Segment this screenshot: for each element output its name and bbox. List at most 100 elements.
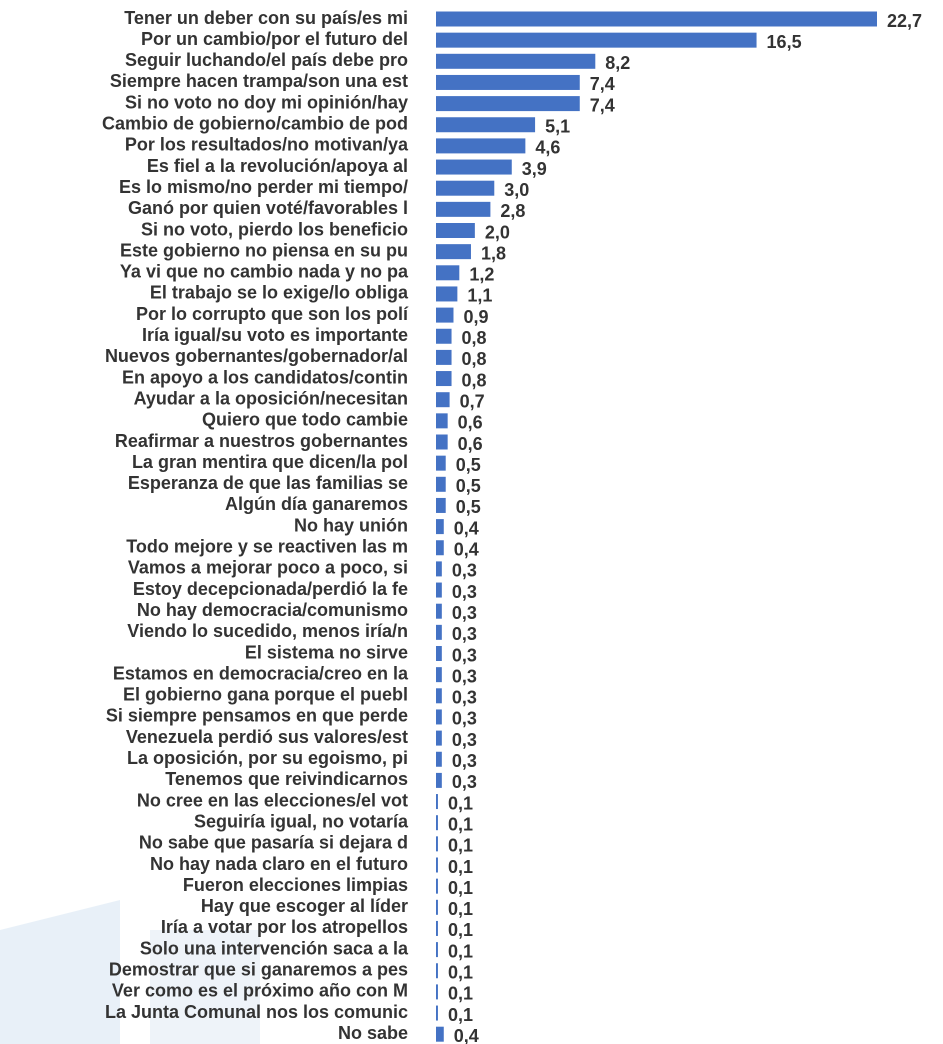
value-label: 0,1 [448,963,473,983]
bar [436,244,471,260]
value-label: 7,4 [590,74,615,94]
category-label: Seguir luchando/el país debe pro [125,50,408,70]
value-label: 0,9 [463,307,488,327]
value-label: 0,1 [448,899,473,919]
bar [436,730,442,746]
category-label: El sistema no sirve [245,642,408,662]
category-label: No hay democracia/comunismo [137,600,408,620]
category-label: Nuevos gobernantes/gobernador/al [105,346,408,366]
value-label: 0,1 [448,836,473,856]
category-label: Fueron elecciones limpias [183,875,408,895]
bar [436,455,446,471]
category-label: El trabajo se lo exige/lo obliga [150,283,409,303]
category-label: Ayudar a la oposición/necesitan [134,388,408,408]
bar [436,540,444,556]
category-label: Viendo lo sucedido, menos iría/n [127,621,408,641]
value-label: 0,3 [452,582,477,602]
bar [436,1026,444,1042]
bar [436,32,757,48]
category-label: Cambio de gobierno/cambio de pod [102,114,408,134]
value-label: 0,8 [462,328,487,348]
bar [436,497,446,513]
value-label: 0,8 [462,349,487,369]
category-label: Si no voto no doy mi opinión/hay [125,92,408,112]
value-label: 0,6 [458,413,483,433]
bar [436,942,438,958]
value-label: 0,4 [454,1026,479,1044]
value-label: 0,1 [448,857,473,877]
value-label: 2,8 [500,201,525,221]
category-label: Tener un deber con su país/es mi [124,8,408,28]
value-label: 3,9 [522,159,547,179]
category-label: En apoyo a los candidatos/contin [122,367,408,387]
value-label: 0,3 [452,772,477,792]
value-label: 0,7 [460,391,485,411]
category-label: Algún día ganaremos [225,494,408,514]
category-label: Todo mejore y se reactiven las m [126,537,408,557]
category-label: Por lo corrupto que son los polí [136,304,409,324]
value-label: 0,3 [452,751,477,771]
value-label: 0,3 [452,624,477,644]
value-label: 0,5 [456,497,481,517]
value-label: 0,1 [448,941,473,961]
bar [436,794,438,810]
bar [436,519,444,535]
value-label: 1,8 [481,243,506,263]
category-label: Reafirmar a nuestros gobernantes [115,431,408,451]
category-label: Tenemos que reivindicarnos [165,769,408,789]
bar [436,878,438,894]
category-label: Venezuela perdió sus valores/est [126,727,408,747]
category-label: Ya vi que no cambio nada y no pa [120,262,409,282]
category-label: Seguiría igual, no votaría [194,811,409,831]
bar [436,307,454,323]
category-label: Si no voto, pierdo los beneficio [141,219,408,239]
value-label: 8,2 [605,53,630,73]
value-label: 0,6 [458,434,483,454]
category-label: No cree en las elecciones/el vot [137,790,408,810]
bar [436,476,446,492]
bar [436,1005,438,1021]
category-label: Quiero que todo cambie [202,410,408,430]
value-label: 16,5 [767,32,802,52]
category-label: No hay nada claro en el futuro [150,854,408,874]
bar [436,265,460,281]
value-label: 0,4 [454,540,479,560]
category-label: Este gobierno no piensa en su pu [120,240,408,260]
category-label: La gran mentira que dicen/la pol [132,452,408,472]
bar [436,688,442,704]
value-label: 4,6 [535,138,560,158]
category-label: Estoy decepcionada/perdió la fe [133,579,408,599]
value-label: 22,7 [887,11,922,31]
category-label: Si siempre pensamos en que perde [106,706,408,726]
category-label: Ganó por quien voté/favorables l [128,198,408,218]
value-label: 0,1 [448,814,473,834]
value-label: 0,3 [452,645,477,665]
bar [436,413,448,429]
category-label: La Junta Comunal nos los comunic [105,1002,408,1022]
category-label: Vamos a mejorar poco a poco, si [128,558,408,578]
value-label: 3,0 [504,180,529,200]
category-label: Es fiel a la revolución/apoya al [147,156,408,176]
bar [436,899,438,915]
bar [436,180,495,196]
category-label: No sabe [338,1023,408,1043]
bar [436,751,442,767]
bar [436,11,877,27]
bar [436,582,442,598]
bar [436,223,475,238]
value-label: 0,3 [452,709,477,729]
value-label: 5,1 [545,117,570,137]
bar [436,96,580,112]
value-label: 0,4 [454,518,479,538]
value-label: 0,1 [448,793,473,813]
value-label: 1,2 [469,265,494,285]
bar [436,963,438,979]
bar [436,667,442,683]
bar [436,920,438,936]
bar [436,857,438,873]
category-label: Iría a votar por los atropellos [161,917,408,937]
bar [436,624,442,640]
category-label: La oposición, por su egoismo, pi [127,748,408,768]
